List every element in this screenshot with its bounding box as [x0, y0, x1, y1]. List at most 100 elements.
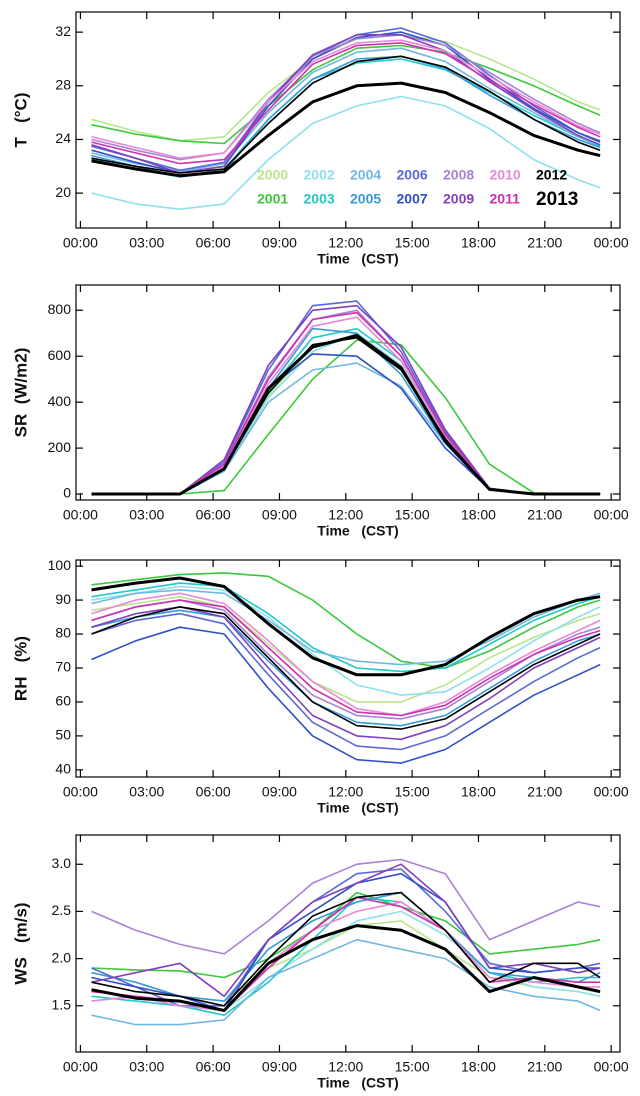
x-tick-label: 00:00 [594, 784, 629, 800]
series-line [91, 872, 601, 1012]
series-line [91, 901, 601, 1012]
series-line [91, 612, 601, 751]
x-axis-label: Time (CST) [317, 800, 398, 816]
series-line [91, 95, 601, 210]
legend-entry: 2006 [397, 167, 428, 183]
legend-entry: 2004 [350, 167, 381, 183]
x-tick-label: 06:00 [196, 1059, 231, 1075]
series-line [91, 81, 601, 178]
series-line [91, 42, 601, 165]
x-tick-label: 00:00 [63, 507, 98, 523]
y-tick-label: 24 [55, 130, 71, 146]
y-tick-label: 2.5 [52, 902, 72, 918]
series-line [91, 47, 601, 173]
y-axis-label: WS (m/s) [11, 902, 30, 984]
x-tick-label: 09:00 [262, 235, 297, 251]
series-line [91, 339, 601, 495]
x-tick-label: 15:00 [395, 784, 430, 800]
series-line [91, 609, 601, 727]
series-line [91, 304, 601, 495]
series-line [91, 44, 601, 145]
x-tick-label: 15:00 [395, 235, 430, 251]
x-tick-label: 00:00 [63, 235, 98, 251]
y-tick-label: 200 [48, 439, 72, 455]
series-line [91, 353, 601, 495]
legend-entry: 2007 [397, 191, 428, 207]
x-tick-label: 12:00 [328, 784, 363, 800]
x-tick-label: 03:00 [129, 507, 164, 523]
y-axis-label: RH (%) [11, 636, 30, 701]
series-line [91, 599, 601, 717]
x-axis-label: Time (CST) [317, 1075, 398, 1091]
series-line [91, 938, 601, 1026]
x-tick-label: 00:00 [594, 1059, 629, 1075]
series-line [91, 589, 601, 666]
y-tick-label: 3.0 [52, 855, 72, 871]
legend-entry: 2001 [257, 191, 288, 207]
series-line [91, 327, 601, 495]
series-line [91, 39, 601, 159]
legend-entry: 2008 [443, 167, 474, 183]
y-tick-label: 60 [55, 693, 71, 709]
x-tick-label: 15:00 [395, 1059, 430, 1075]
x-tick-label: 18:00 [461, 507, 496, 523]
y-tick-label: 80 [55, 625, 71, 641]
series-line [91, 891, 601, 1007]
y-tick-label: 2.0 [52, 949, 72, 965]
series-line [91, 582, 601, 673]
y-tick-label: 100 [48, 557, 72, 573]
series-line [91, 332, 601, 495]
series-line [91, 55, 601, 174]
x-tick-label: 00:00 [63, 784, 98, 800]
series-line [91, 626, 601, 764]
legend-entry: 2012 [536, 167, 567, 183]
x-tick-label: 12:00 [328, 507, 363, 523]
y-tick-label: 800 [48, 301, 72, 317]
x-tick-label: 12:00 [328, 235, 363, 251]
legend-entry: 2000 [257, 167, 288, 183]
series-line [91, 858, 601, 955]
x-tick-label: 21:00 [527, 784, 562, 800]
x-tick-label: 03:00 [129, 235, 164, 251]
y-tick-label: 32 [55, 23, 71, 39]
x-tick-label: 09:00 [262, 784, 297, 800]
plot-frame [75, 284, 621, 501]
series-line [91, 576, 601, 677]
series-line [91, 896, 601, 1016]
plot-frame [75, 11, 621, 229]
legend-entry: 2009 [443, 191, 474, 207]
series-line [91, 58, 601, 178]
series-line [91, 891, 601, 979]
y-tick-label: 70 [55, 659, 71, 675]
y-tick-label: 20 [55, 184, 71, 200]
x-tick-label: 09:00 [262, 1059, 297, 1075]
y-tick-label: 0 [63, 485, 71, 501]
y-tick-label: 600 [48, 347, 72, 363]
x-tick-label: 18:00 [461, 235, 496, 251]
series-line [91, 592, 601, 717]
x-axis-label: Time (CST) [317, 523, 398, 539]
x-axis-label: Time (CST) [317, 251, 398, 267]
series-line [91, 300, 601, 495]
series-line [91, 334, 601, 495]
legend-entry: 2003 [304, 191, 335, 207]
series-line [91, 606, 601, 730]
series-line [91, 34, 601, 161]
y-tick-label: 50 [55, 727, 71, 743]
series-line [91, 585, 601, 696]
y-tick-label: 90 [55, 591, 71, 607]
plot-frame [75, 559, 621, 778]
x-tick-label: 06:00 [196, 784, 231, 800]
y-tick-label: 28 [55, 76, 71, 92]
y-axis-label: T (°C) [11, 93, 30, 148]
series-line [91, 334, 601, 496]
x-tick-label: 06:00 [196, 235, 231, 251]
x-tick-label: 00:00 [63, 1059, 98, 1075]
x-tick-label: 06:00 [196, 507, 231, 523]
x-tick-label: 21:00 [527, 235, 562, 251]
x-tick-label: 00:00 [594, 235, 629, 251]
x-tick-label: 21:00 [527, 507, 562, 523]
series-line [91, 595, 601, 703]
x-tick-label: 15:00 [395, 507, 430, 523]
